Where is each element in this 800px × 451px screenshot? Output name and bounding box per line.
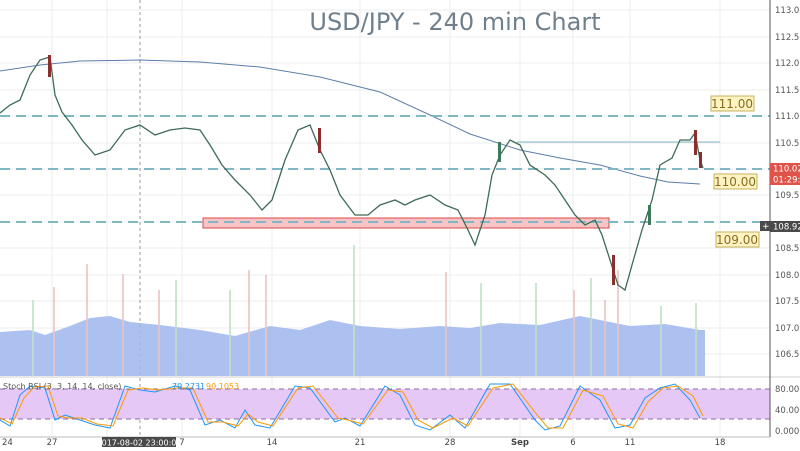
crosshair-price-label: + 108.922	[760, 221, 800, 233]
stoch-k-value: 79.2731	[172, 382, 205, 391]
svg-text:108.000: 108.000	[775, 271, 800, 281]
svg-text:0.0000: 0.0000	[775, 427, 800, 437]
svg-text:11: 11	[625, 438, 636, 447]
svg-text:24: 24	[2, 438, 13, 447]
svg-text:108.500: 108.500	[775, 244, 800, 254]
svg-text:27: 27	[47, 438, 58, 447]
svg-text:110.026: 110.026	[773, 165, 800, 175]
svg-text:28: 28	[445, 438, 456, 447]
horizontal-levels	[0, 115, 770, 223]
level-annotation-111: 111.00	[710, 95, 755, 112]
svg-text:113.000: 113.000	[775, 6, 800, 16]
crosshair-time-label: 2017-08-02 23:00:00	[97, 437, 182, 448]
svg-text:01:29:55: 01:29:55	[773, 176, 800, 186]
svg-text:109.500: 109.500	[775, 191, 800, 201]
indicator-name[interactable]: Stoch RSI (3, 3, 14, 14, close)	[3, 382, 121, 391]
price-axis-labels: 113.000 112.500 112.000 111.500 111.000 …	[775, 6, 800, 360]
level-annotation-110: 110.00	[713, 173, 758, 190]
svg-text:14: 14	[267, 438, 278, 447]
svg-text:112.500: 112.500	[775, 33, 800, 43]
svg-text:110.500: 110.500	[775, 139, 800, 149]
svg-text:108.922: 108.922	[773, 223, 800, 233]
svg-text:106.500: 106.500	[775, 350, 800, 360]
stoch-d-value: 90.1053	[206, 382, 239, 391]
svg-text:110.00: 110.00	[714, 175, 756, 189]
volume-bars	[0, 245, 705, 376]
svg-text:+: +	[762, 222, 770, 232]
svg-text:111.500: 111.500	[775, 86, 800, 96]
candle-bodies	[48, 55, 702, 285]
svg-text:2017-08-02 23:00:00: 2017-08-02 23:00:00	[97, 439, 182, 448]
svg-text:111.000: 111.000	[775, 112, 800, 122]
svg-text:80.0000: 80.0000	[775, 385, 800, 395]
current-price-label: 110.026 01:29:55	[770, 163, 800, 186]
svg-text:112.000: 112.000	[775, 59, 800, 69]
svg-text:111.00: 111.00	[711, 97, 753, 111]
svg-text:109.00: 109.00	[716, 233, 758, 247]
level-annotation-109: 109.00	[715, 231, 760, 248]
svg-text:107.500: 107.500	[775, 297, 800, 307]
time-axis-labels: 24 27 7 14 21 28 Sep 6 11 18	[2, 438, 726, 448]
svg-text:6: 6	[570, 438, 575, 447]
svg-text:7: 7	[179, 438, 184, 447]
svg-text:Sep: Sep	[511, 438, 529, 447]
stoch-k-line	[0, 383, 701, 431]
svg-text:107.000: 107.000	[775, 324, 800, 334]
price-path	[0, 56, 704, 292]
moving-average-line	[0, 59, 701, 185]
chart-title: USD/JPY - 240 min Chart	[309, 8, 600, 36]
svg-text:21: 21	[355, 438, 366, 447]
svg-text:18: 18	[715, 438, 726, 447]
svg-text:40.0000: 40.0000	[775, 406, 800, 416]
stoch-d-line	[0, 383, 704, 429]
indicator-axis-labels: 80.0000 40.0000 0.0000	[775, 385, 800, 437]
